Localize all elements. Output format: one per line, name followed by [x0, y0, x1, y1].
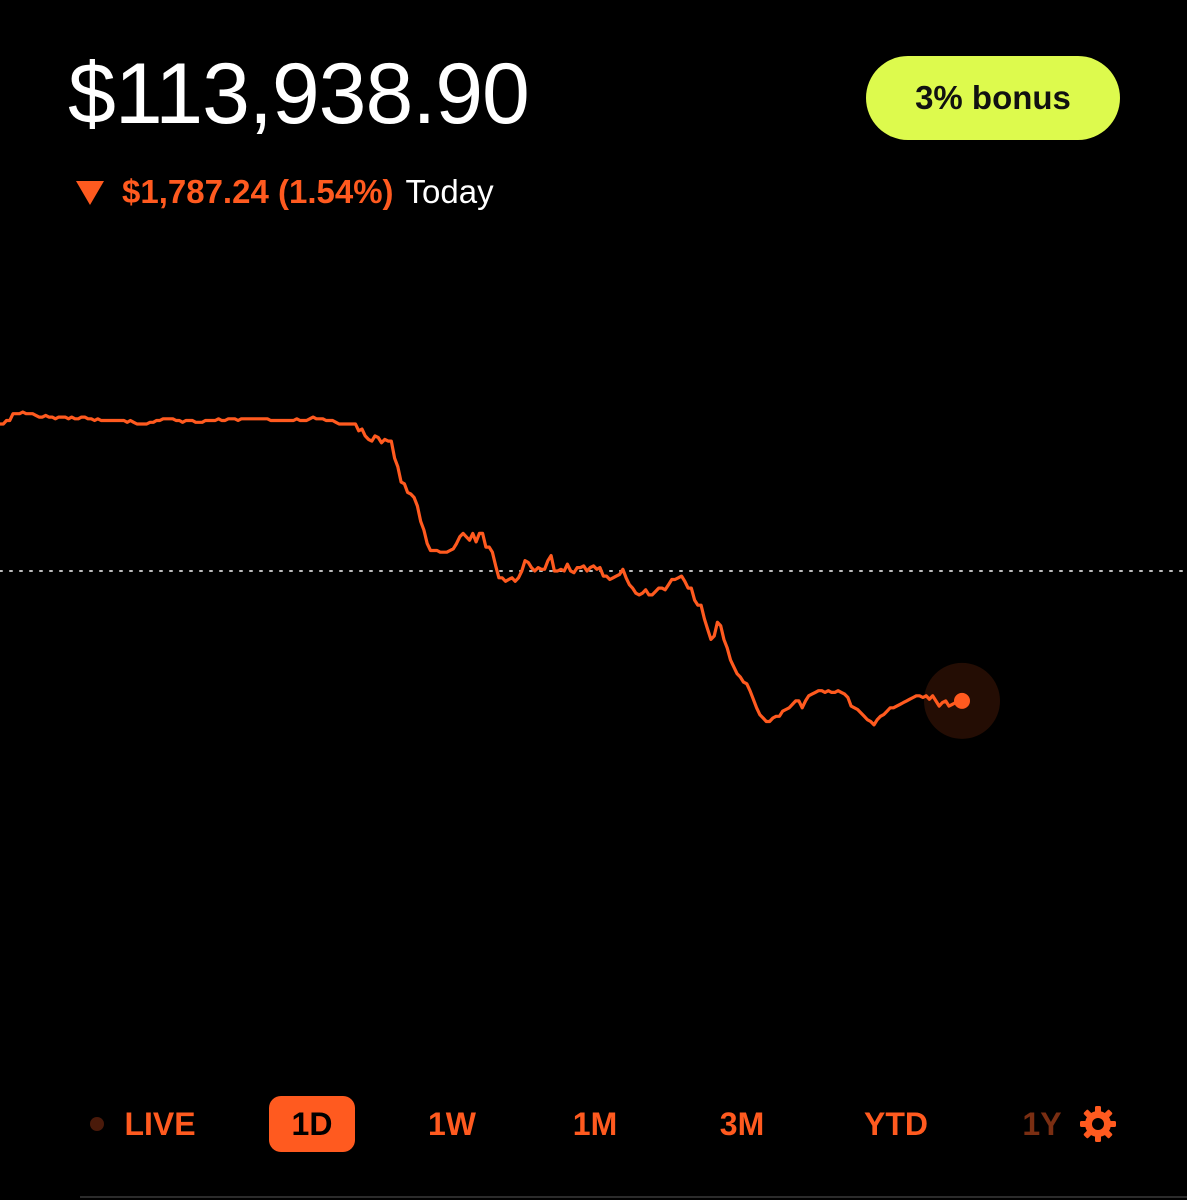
live-indicator-dot — [90, 1117, 104, 1131]
current-point-marker[interactable] — [954, 692, 970, 709]
tab-1w[interactable]: 1W — [428, 1106, 476, 1142]
price-line — [0, 410, 964, 727]
tab-1y[interactable]: 1Y — [1022, 1106, 1062, 1142]
bonus-button-label: 3% bonus — [915, 79, 1071, 116]
tab-live[interactable]: LIVE — [124, 1106, 196, 1142]
tab-ytd[interactable]: YTD — [864, 1106, 928, 1142]
triangle-down-icon — [76, 181, 104, 205]
price-chart[interactable] — [0, 0, 1187, 1090]
change-amount: $1,787.24 (1.54%) — [122, 173, 394, 210]
tab-1m[interactable]: 1M — [572, 1106, 618, 1142]
time-range-selector: LIVE 1D 1W 1M 3M YTD 1Y — [0, 1090, 1187, 1160]
portfolio-balance: $113,938.90 — [68, 46, 530, 142]
daily-change: $1,787.24 (1.54%) Today — [76, 170, 494, 214]
change-period: Today — [405, 173, 494, 210]
tab-3m[interactable]: 3M — [719, 1106, 765, 1142]
gear-icon[interactable] — [1078, 1104, 1118, 1144]
bottom-divider — [80, 1196, 1187, 1198]
bonus-button[interactable]: 3% bonus — [866, 56, 1120, 140]
tab-1d[interactable]: 1D — [269, 1096, 355, 1152]
